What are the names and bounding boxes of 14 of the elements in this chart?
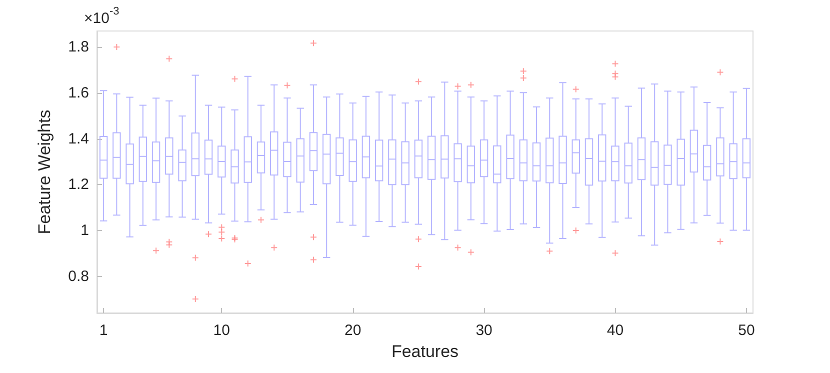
x-tick-label: 50 <box>738 322 755 339</box>
x-tick-label: 10 <box>213 322 230 339</box>
y-tick-label: 1.2 <box>68 176 89 194</box>
y-tick-label: 0.8 <box>68 268 89 285</box>
x-tick-label: 30 <box>476 322 492 339</box>
y-tick-label: 1.8 <box>68 38 89 56</box>
y-tick-label: 1.6 <box>68 84 89 102</box>
y-tick-label: 1.4 <box>68 130 89 148</box>
y-tick-label: 1 <box>80 222 89 239</box>
x-tick-label: 1 <box>99 322 108 339</box>
x-tick-label: 40 <box>606 322 624 339</box>
y-axis-title: Feature Weights <box>35 110 54 234</box>
x-tick-label: 20 <box>344 322 362 339</box>
x-axis-title: Features <box>391 342 459 361</box>
